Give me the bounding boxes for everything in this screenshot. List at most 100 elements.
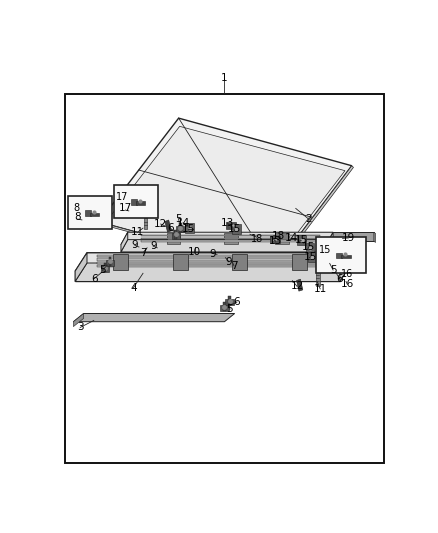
Bar	[226, 222, 237, 229]
Bar	[114, 185, 158, 218]
Text: 10: 10	[188, 247, 201, 256]
Polygon shape	[121, 232, 128, 252]
Bar	[131, 199, 137, 205]
Text: 15: 15	[295, 236, 308, 245]
Bar	[220, 305, 229, 311]
Polygon shape	[165, 220, 171, 232]
Polygon shape	[75, 263, 352, 281]
Polygon shape	[265, 232, 374, 241]
Text: 6: 6	[336, 274, 343, 284]
Bar	[336, 253, 343, 259]
Polygon shape	[75, 253, 352, 271]
Polygon shape	[141, 238, 319, 239]
Polygon shape	[99, 222, 275, 271]
Bar	[85, 210, 91, 216]
Polygon shape	[326, 232, 333, 252]
Text: 12: 12	[290, 281, 304, 292]
Text: 13: 13	[269, 236, 282, 246]
Text: 18: 18	[251, 234, 263, 244]
Polygon shape	[141, 240, 319, 242]
Polygon shape	[113, 254, 128, 270]
Polygon shape	[121, 232, 333, 245]
Text: 15: 15	[182, 224, 195, 235]
Bar	[270, 236, 280, 243]
Text: 9: 9	[210, 248, 216, 259]
Text: 9: 9	[150, 241, 156, 251]
Bar	[330, 266, 338, 272]
Bar	[325, 260, 333, 266]
Bar	[174, 230, 177, 239]
Text: 6: 6	[167, 223, 173, 233]
Text: 15: 15	[319, 245, 332, 255]
Polygon shape	[97, 265, 342, 267]
Bar	[316, 272, 320, 286]
Text: 13: 13	[221, 218, 234, 228]
Text: 11: 11	[131, 227, 144, 237]
Polygon shape	[74, 313, 235, 322]
Bar	[179, 223, 182, 232]
Text: 6: 6	[91, 273, 97, 284]
Text: 14: 14	[285, 233, 298, 243]
Bar	[136, 201, 145, 205]
Text: 17: 17	[119, 203, 132, 213]
Bar	[223, 302, 226, 311]
Polygon shape	[97, 259, 342, 261]
Text: 9: 9	[226, 257, 232, 267]
Polygon shape	[121, 240, 333, 252]
Polygon shape	[297, 279, 303, 291]
Bar	[306, 243, 314, 253]
Text: 7: 7	[231, 261, 237, 271]
Text: 18: 18	[272, 231, 285, 241]
Polygon shape	[105, 126, 345, 268]
Bar	[332, 263, 335, 272]
Polygon shape	[99, 118, 352, 269]
Polygon shape	[173, 254, 188, 270]
Bar	[104, 263, 106, 272]
Polygon shape	[97, 262, 342, 264]
Bar	[144, 216, 148, 229]
Text: 15: 15	[227, 224, 240, 234]
Text: 11: 11	[314, 284, 327, 294]
Polygon shape	[276, 233, 289, 244]
Bar	[90, 213, 99, 216]
Text: 16: 16	[341, 269, 353, 279]
Text: 5: 5	[330, 265, 336, 275]
Polygon shape	[232, 254, 247, 270]
Bar	[328, 257, 330, 266]
Bar	[109, 257, 111, 266]
Bar	[185, 223, 194, 233]
Text: 15: 15	[302, 242, 315, 252]
Text: 2: 2	[305, 214, 312, 224]
Bar	[106, 260, 114, 266]
Polygon shape	[97, 255, 342, 257]
Text: 15: 15	[304, 252, 317, 262]
Polygon shape	[224, 233, 238, 244]
Polygon shape	[141, 235, 319, 236]
Text: 6: 6	[234, 297, 240, 307]
Text: 5: 5	[226, 304, 233, 314]
Bar	[176, 226, 184, 232]
Bar	[172, 232, 180, 239]
Polygon shape	[75, 253, 87, 281]
Bar	[307, 252, 317, 262]
Bar	[101, 266, 109, 272]
Text: 17: 17	[116, 191, 128, 201]
Text: 14: 14	[177, 218, 190, 228]
Text: 3: 3	[77, 322, 84, 333]
Bar	[228, 296, 231, 305]
Text: 9: 9	[131, 240, 138, 251]
Text: 16: 16	[341, 279, 354, 289]
Polygon shape	[374, 232, 375, 243]
Bar	[68, 196, 113, 229]
Text: 5: 5	[99, 265, 106, 276]
Text: 19: 19	[342, 233, 355, 243]
Polygon shape	[74, 313, 84, 327]
Text: 8: 8	[74, 212, 81, 222]
Polygon shape	[340, 253, 352, 281]
Text: 7: 7	[140, 248, 146, 258]
Text: 4: 4	[130, 282, 137, 293]
Polygon shape	[274, 166, 353, 271]
Polygon shape	[292, 254, 307, 270]
Polygon shape	[167, 233, 180, 244]
Bar	[226, 299, 233, 305]
